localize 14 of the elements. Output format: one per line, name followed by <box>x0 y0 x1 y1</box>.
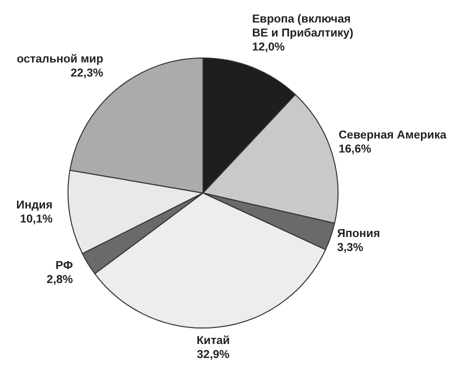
data-label: 12,0% <box>252 42 285 54</box>
data-label: 32,9% <box>196 349 230 362</box>
data-label: 16,6% <box>338 143 372 156</box>
data-label: 22,3% <box>70 68 104 80</box>
slice-label: РФ <box>56 260 74 272</box>
slice-label: Северная Америка <box>338 129 447 142</box>
data-label: 2,8% <box>46 274 73 286</box>
data-label: 3,3% <box>337 242 364 254</box>
slice-label: Китай <box>196 335 230 348</box>
slice-label: остальной мир <box>16 54 104 66</box>
slice-label: Япония <box>337 228 380 240</box>
slice-label: Индия <box>16 200 53 212</box>
data-label: 10,1% <box>20 214 53 226</box>
slice-label: Европа (включая ВЕ и Прибалтику) <box>252 14 354 40</box>
